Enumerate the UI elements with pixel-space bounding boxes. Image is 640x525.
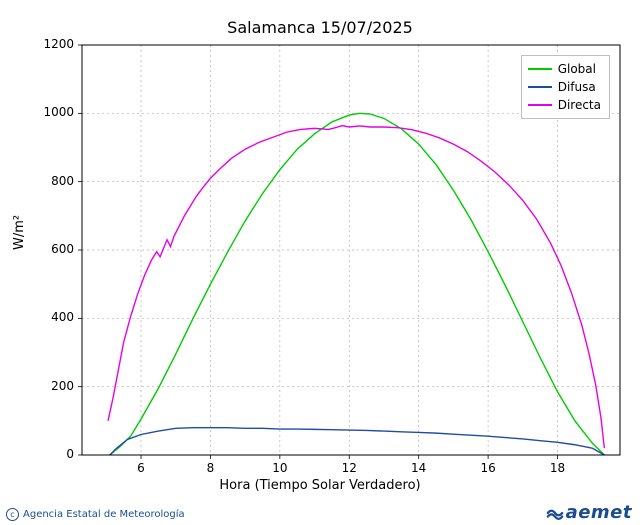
legend-item: Directa <box>528 96 601 114</box>
legend-swatch <box>528 68 552 70</box>
brand-text: aemet <box>566 502 632 523</box>
y-tick: 0 <box>66 447 74 461</box>
brand-logo: aemet <box>546 502 632 523</box>
x-tick: 14 <box>409 461 429 475</box>
x-tick: 10 <box>270 461 290 475</box>
y-tick: 1200 <box>43 37 74 51</box>
y-tick: 400 <box>51 310 74 324</box>
brand-icon <box>546 504 564 522</box>
legend-item: Global <box>528 60 601 78</box>
series-global <box>110 113 605 455</box>
legend-swatch <box>528 104 552 106</box>
legend-label: Difusa <box>558 80 596 94</box>
legend-swatch <box>528 86 552 88</box>
series-difusa <box>110 428 605 455</box>
x-tick: 16 <box>478 461 498 475</box>
legend-label: Directa <box>558 98 601 112</box>
x-tick: 8 <box>200 461 220 475</box>
y-tick: 1000 <box>43 105 74 119</box>
legend-label: Global <box>558 62 596 76</box>
copyright-icon: c <box>6 508 19 521</box>
legend: Global Difusa Directa <box>521 55 610 119</box>
y-tick: 600 <box>51 242 74 256</box>
legend-item: Difusa <box>528 78 601 96</box>
x-tick: 12 <box>339 461 359 475</box>
series-directa <box>108 126 604 449</box>
y-tick: 800 <box>51 174 74 188</box>
x-tick: 18 <box>548 461 568 475</box>
copyright-text: Agencia Estatal de Meteorología <box>23 509 185 520</box>
y-tick: 200 <box>51 379 74 393</box>
footer-copyright: c Agencia Estatal de Meteorología <box>6 508 185 521</box>
x-tick: 6 <box>131 461 151 475</box>
